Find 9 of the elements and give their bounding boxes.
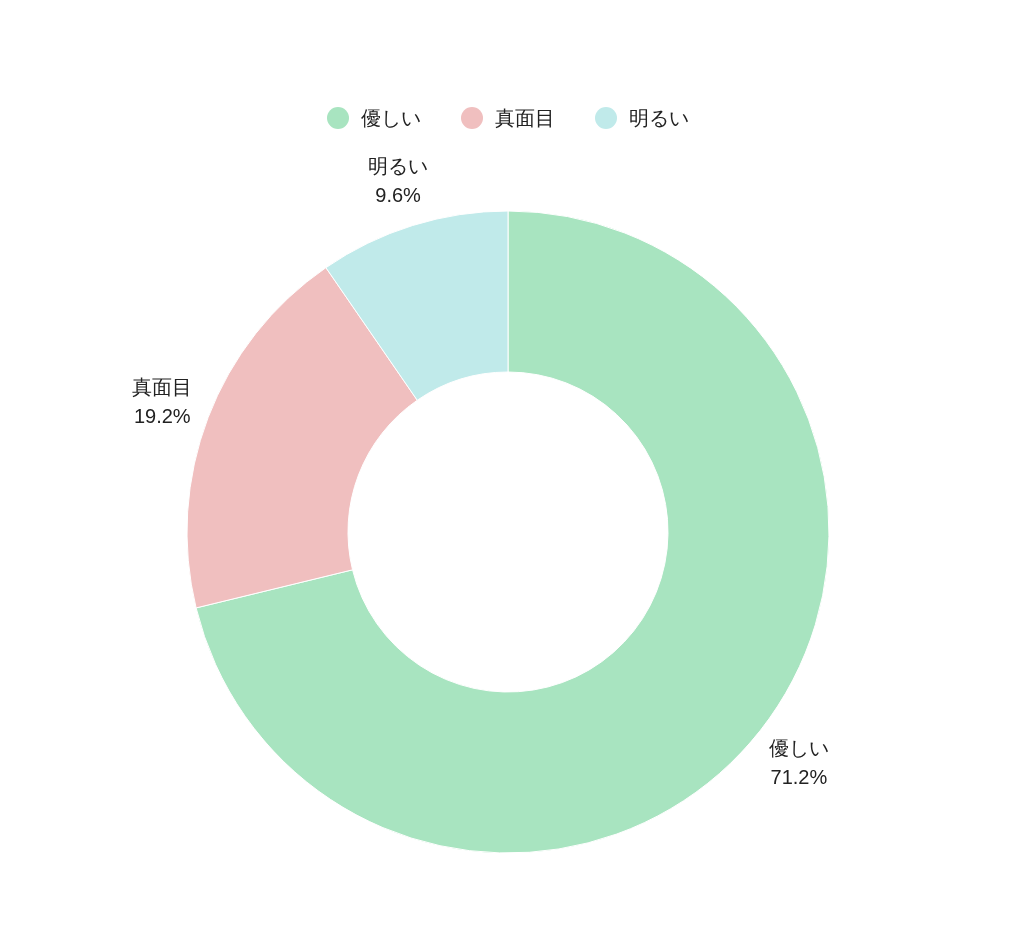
legend-label: 真面目 <box>495 107 555 129</box>
slice-label: 優しい <box>768 736 829 759</box>
slice-label: 明るい <box>368 154 429 177</box>
legend-label: 優しい <box>361 107 421 129</box>
slice-label: 真面目 <box>132 376 193 399</box>
data-label: 9.6% <box>375 183 422 206</box>
data-label: 19.2% <box>133 405 191 428</box>
legend-label: 明るい <box>629 107 689 129</box>
data-label: 71.2% <box>770 765 828 788</box>
